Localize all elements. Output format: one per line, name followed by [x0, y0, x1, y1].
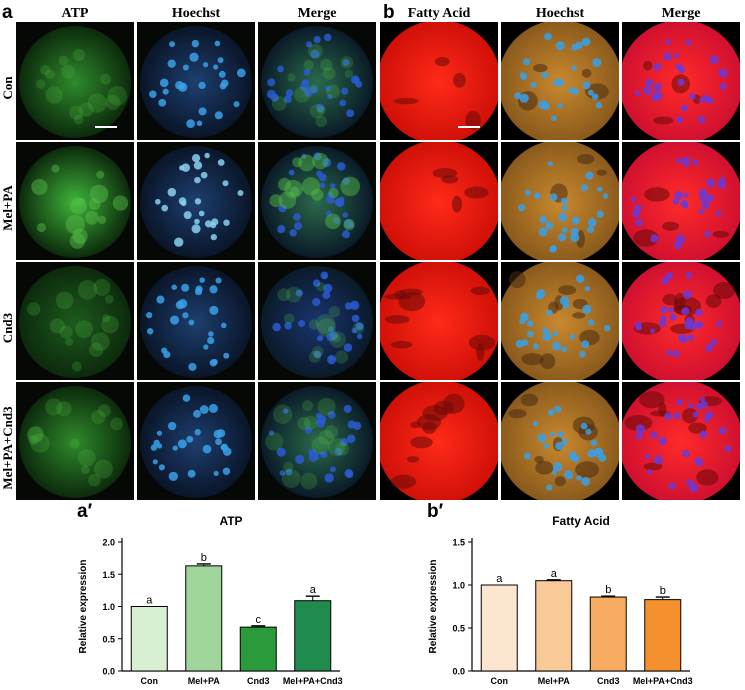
- atp-ytick-label-4: 2.0: [102, 538, 115, 548]
- col-head-atp: ATP: [61, 6, 89, 21]
- row-label-mel-pa: Mel+PA: [0, 185, 15, 231]
- micro-tile-merge-a-con: [258, 22, 376, 140]
- atp-ytick-label-2: 1.0: [102, 602, 115, 612]
- micro-tile-fatty-acid-cnd3: [380, 262, 498, 380]
- scale-bar-a: [95, 126, 117, 128]
- atp-sig-letter-2: c: [256, 614, 262, 626]
- micro-tile-merge-a-mel-pa-cnd3: [258, 382, 376, 500]
- fatty-bar-1: [535, 580, 573, 672]
- fatty-ytick-label-2: 1.0: [452, 581, 465, 591]
- atp-ylabel: Relative expression: [78, 560, 89, 654]
- fatty-category-label-1: Mel+PA: [538, 676, 571, 686]
- micro-tile-fatty-acid-mel-pa: [380, 142, 498, 260]
- micro-tile-merge-a-mel-pa: [258, 142, 376, 260]
- micro-tile-fatty-acid-con: [380, 22, 498, 140]
- fatty-sig-letter-3: b: [660, 585, 666, 597]
- atp-bar-chart: a′ ATP Relative expression 0.0 0.5 1.0 1.5 2.0 a…: [77, 501, 343, 686]
- micro-tile-merge-b-mel-pa: [622, 142, 740, 260]
- row-label-cnd3: Cnd3: [0, 312, 15, 344]
- micro-tile-merge-b-con: [622, 22, 740, 140]
- atp-sig-letter-3: a: [310, 584, 317, 596]
- atp-category-label-0: Con: [141, 676, 159, 686]
- atp-ytick-label-0: 0.0: [102, 667, 115, 677]
- micro-tile-hoechst-a-mel-pa-cnd3: [137, 382, 255, 500]
- row-label-con: Con: [0, 76, 15, 100]
- fatty-bar-2: [589, 596, 627, 672]
- fatty-category-label-3: Mel+PA+Cnd3: [633, 676, 693, 686]
- col-head-fatty-acid: Fatty Acid: [407, 6, 471, 21]
- atp-category-label-1: Mel+PA: [188, 676, 221, 686]
- fatty-sig-letter-2: b: [605, 584, 611, 596]
- fatty-title: Fatty Acid: [552, 514, 610, 528]
- fatty-panel-label: b′: [427, 501, 444, 522]
- fatty-acid-bar-chart: b′ Fatty Acid Relative expression 0.0 0.5 1.0…: [427, 501, 693, 686]
- col-head-merge-a: Merge: [297, 6, 337, 21]
- fatty-sig-letter-1: a: [551, 568, 558, 580]
- micro-tile-hoechst-b-con: [501, 22, 619, 140]
- col-head-hoechst-a: Hoechst: [171, 6, 221, 21]
- micro-tile-hoechst-a-cnd3: [137, 262, 255, 380]
- micro-tile-atp-mel-pa-cnd3: [16, 382, 134, 500]
- atp-title: ATP: [219, 514, 242, 528]
- atp-bar-0: [130, 606, 168, 672]
- atp-ytick-label-3: 1.5: [102, 570, 115, 580]
- micro-tile-atp-mel-pa: [16, 142, 134, 260]
- micro-tile-atp-con: [16, 22, 134, 140]
- fatty-ytick-label-0: 0.0: [452, 667, 465, 677]
- micro-tile-fatty-acid-mel-pa-cnd3: [380, 382, 498, 500]
- fatty-category-label-2: Cnd3: [597, 676, 620, 686]
- fatty-ytick-label-1: 0.5: [452, 624, 465, 634]
- atp-bar-3: [294, 600, 332, 672]
- atp-sig-letter-0: a: [146, 595, 153, 607]
- micro-tile-hoechst-b-mel-pa: [501, 142, 619, 260]
- micro-tile-hoechst-b-cnd3: [501, 262, 619, 380]
- panel-a-letter: a: [2, 2, 13, 23]
- row-label-mel-pa-cnd3: Mel+PA+Cnd3: [0, 406, 15, 490]
- fatty-category-label-0: Con: [491, 676, 509, 686]
- atp-sig-letter-1: b: [201, 552, 207, 564]
- fatty-bar-0: [480, 584, 518, 672]
- atp-bar-1: [185, 565, 223, 672]
- fatty-ytick-label-3: 1.5: [452, 538, 465, 548]
- micro-tile-hoechst-a-mel-pa: [137, 142, 255, 260]
- scale-bar-b: [458, 126, 480, 128]
- atp-panel-label: a′: [77, 501, 93, 522]
- micro-tile-merge-b-cnd3: [622, 262, 740, 380]
- atp-ytick-label-1: 0.5: [102, 634, 115, 644]
- panel-b-letter: b: [383, 2, 395, 23]
- micro-tile-merge-a-cnd3: [258, 262, 376, 380]
- micro-tile-hoechst-b-mel-pa-cnd3: [501, 382, 619, 500]
- fatty-ylabel: Relative expression: [428, 560, 439, 654]
- fatty-sig-letter-0: a: [496, 573, 503, 585]
- atp-category-label-2: Cnd3: [247, 676, 270, 686]
- col-head-merge-b: Merge: [661, 6, 701, 21]
- micro-tile-hoechst-a-con: [137, 22, 255, 140]
- col-head-hoechst-b: Hoechst: [535, 6, 585, 21]
- atp-bar-2: [239, 626, 277, 672]
- fatty-bar-3: [644, 599, 682, 672]
- micro-tile-merge-b-mel-pa-cnd3: [622, 382, 740, 500]
- atp-category-label-3: Mel+PA+Cnd3: [283, 676, 343, 686]
- micro-tile-atp-cnd3: [16, 262, 134, 380]
